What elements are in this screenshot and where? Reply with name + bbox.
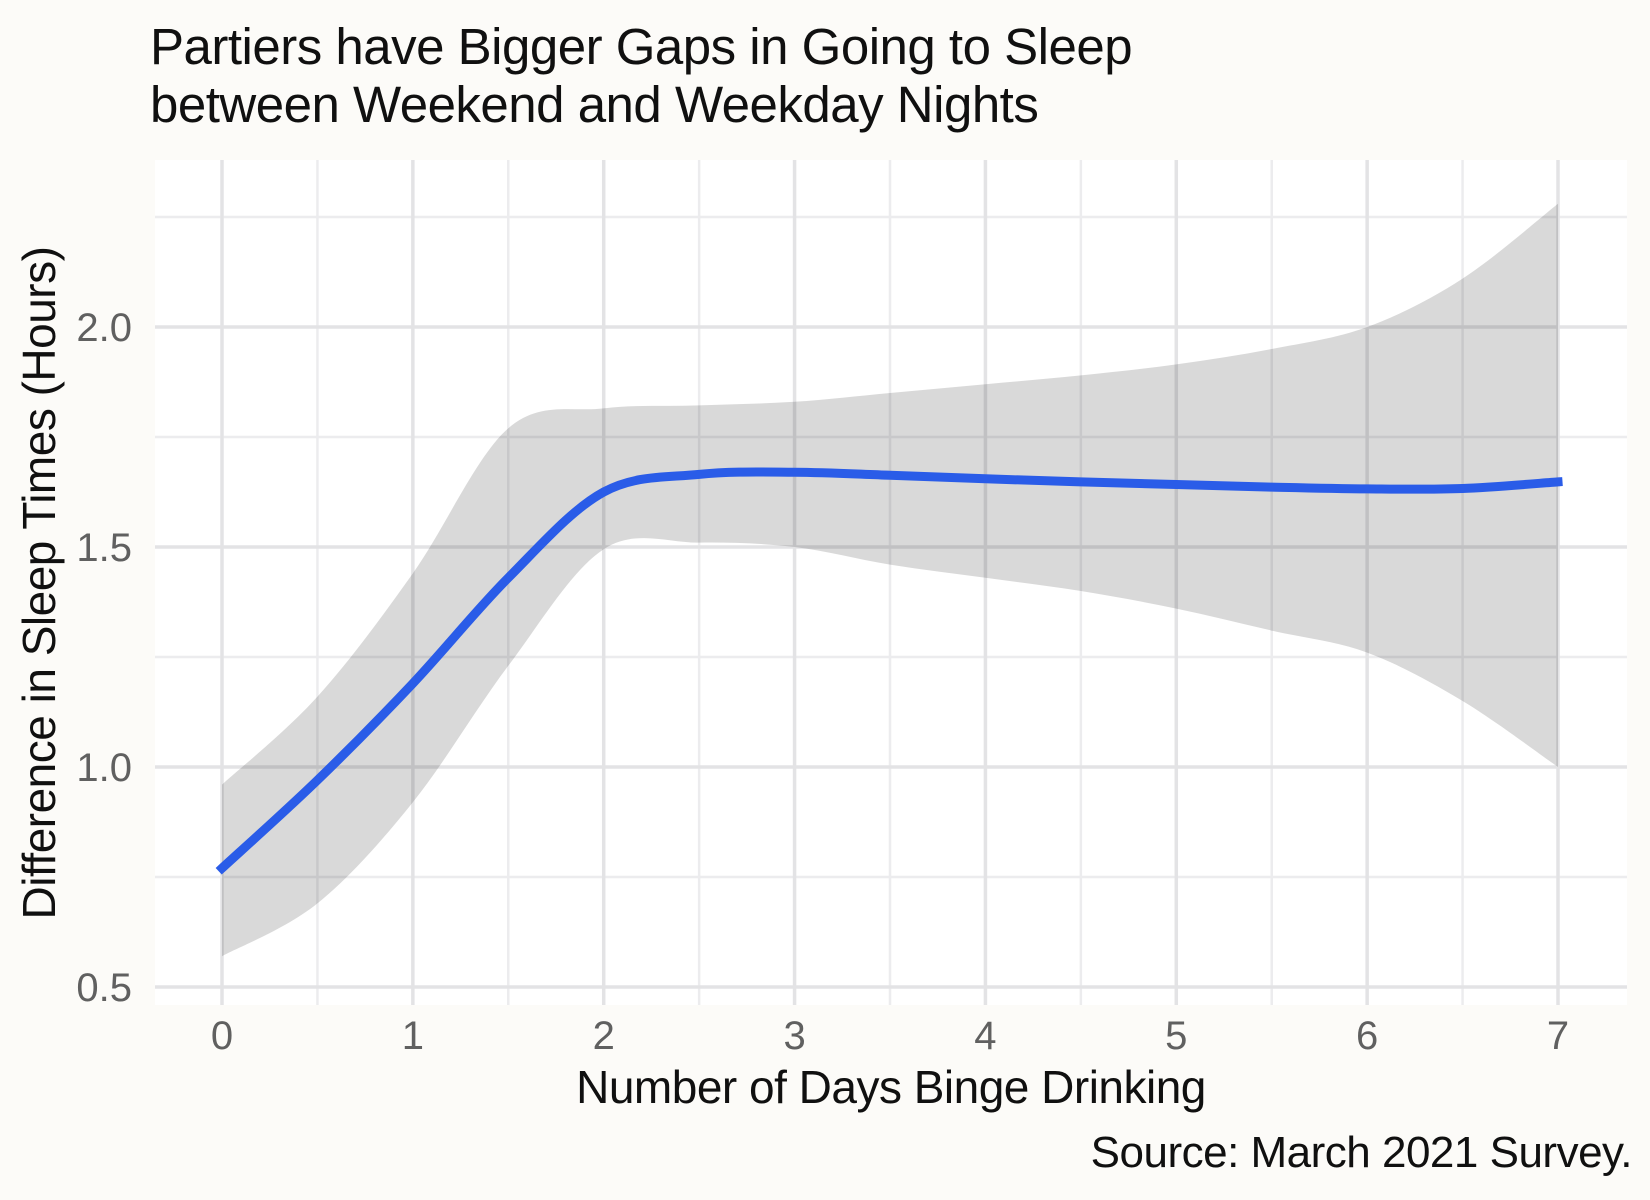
y-tick-label: 1.5 [76, 526, 132, 570]
y-tick-label: 1.0 [76, 746, 132, 790]
chart-title-line1: Partiers have Bigger Gaps in Going to Sl… [150, 18, 1133, 75]
y-tick-label: 2.0 [76, 306, 132, 350]
x-tick-label: 7 [1547, 1014, 1569, 1058]
x-tick-label: 5 [1165, 1014, 1187, 1058]
x-tick-label: 2 [593, 1014, 615, 1058]
trend-line [215, 467, 1563, 875]
x-tick-label: 1 [402, 1014, 424, 1058]
source-note: Source: March 2021 Survey. [1090, 1128, 1633, 1177]
y-tick-label: 0.5 [76, 966, 132, 1010]
chart-title: Partiers have Bigger Gaps in Going to Sl… [150, 18, 1133, 134]
x-tick-label: 3 [783, 1014, 805, 1058]
y-axis-title: Difference in Sleep Times (Hours) [13, 246, 65, 920]
x-axis-title: Number of Days Binge Drinking [576, 1061, 1206, 1113]
confidence-band [222, 203, 1558, 957]
x-tick-label: 6 [1356, 1014, 1378, 1058]
chart-title-line2: between Weekend and Weekday Nights [150, 76, 1039, 133]
x-tick-label: 0 [211, 1014, 233, 1058]
x-tick-label: 4 [974, 1014, 996, 1058]
